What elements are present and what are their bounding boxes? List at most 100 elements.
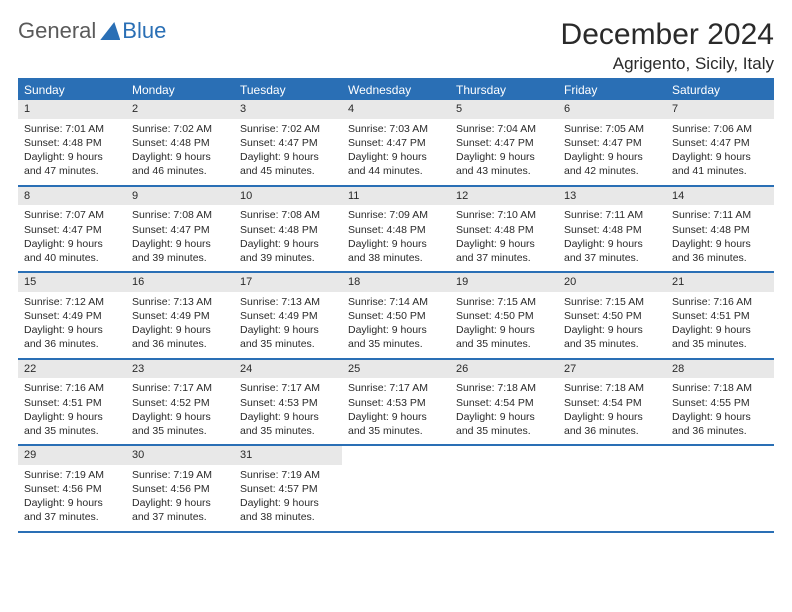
day-number: 9 (126, 187, 234, 206)
day-cell: 13Sunrise: 7:11 AMSunset: 4:48 PMDayligh… (558, 187, 666, 272)
day-cell: 2Sunrise: 7:02 AMSunset: 4:48 PMDaylight… (126, 100, 234, 185)
sunrise-label: Sunrise: 7:17 AM (132, 381, 228, 395)
daylight-label: and 42 minutes. (564, 164, 660, 178)
daylight-label: Daylight: 9 hours (132, 496, 228, 510)
daylight-label: and 36 minutes. (672, 424, 768, 438)
daylight-label: and 35 minutes. (672, 337, 768, 351)
sunset-label: Sunset: 4:50 PM (564, 309, 660, 323)
daylight-label: and 39 minutes. (132, 251, 228, 265)
sunset-label: Sunset: 4:48 PM (348, 223, 444, 237)
daylight-label: Daylight: 9 hours (456, 150, 552, 164)
sunset-label: Sunset: 4:51 PM (24, 396, 120, 410)
daylight-label: Daylight: 9 hours (348, 150, 444, 164)
daylight-label: and 35 minutes. (348, 337, 444, 351)
sunset-label: Sunset: 4:47 PM (348, 136, 444, 150)
day-number: 17 (234, 273, 342, 292)
sunrise-label: Sunrise: 7:08 AM (132, 208, 228, 222)
daylight-label: Daylight: 9 hours (456, 237, 552, 251)
day-number: 30 (126, 446, 234, 465)
daylight-label: Daylight: 9 hours (672, 410, 768, 424)
sunrise-label: Sunrise: 7:11 AM (564, 208, 660, 222)
sunrise-label: Sunrise: 7:18 AM (456, 381, 552, 395)
page-header: General Blue December 2024 Agrigento, Si… (18, 18, 774, 74)
daylight-label: Daylight: 9 hours (564, 410, 660, 424)
day-cell: 27Sunrise: 7:18 AMSunset: 4:54 PMDayligh… (558, 360, 666, 445)
daylight-label: and 36 minutes. (564, 424, 660, 438)
day-cell: 30Sunrise: 7:19 AMSunset: 4:56 PMDayligh… (126, 446, 234, 531)
day-number: 26 (450, 360, 558, 379)
sunset-label: Sunset: 4:50 PM (348, 309, 444, 323)
sunrise-label: Sunrise: 7:17 AM (240, 381, 336, 395)
day-number: 27 (558, 360, 666, 379)
day-cell: 10Sunrise: 7:08 AMSunset: 4:48 PMDayligh… (234, 187, 342, 272)
month-title: December 2024 (561, 18, 774, 52)
daylight-label: and 37 minutes. (24, 510, 120, 524)
sunset-label: Sunset: 4:48 PM (132, 136, 228, 150)
day-cell: 29Sunrise: 7:19 AMSunset: 4:56 PMDayligh… (18, 446, 126, 531)
sunrise-label: Sunrise: 7:04 AM (456, 122, 552, 136)
sunrise-label: Sunrise: 7:05 AM (564, 122, 660, 136)
sunrise-label: Sunrise: 7:01 AM (24, 122, 120, 136)
daylight-label: and 35 minutes. (240, 424, 336, 438)
day-cell: 11Sunrise: 7:09 AMSunset: 4:48 PMDayligh… (342, 187, 450, 272)
sunset-label: Sunset: 4:49 PM (24, 309, 120, 323)
day-number: 2 (126, 100, 234, 119)
sunrise-label: Sunrise: 7:19 AM (240, 468, 336, 482)
day-number: 6 (558, 100, 666, 119)
logo-text-general: General (18, 18, 96, 44)
daylight-label: Daylight: 9 hours (240, 150, 336, 164)
daylight-label: Daylight: 9 hours (240, 323, 336, 337)
logo-sail-icon (100, 22, 120, 40)
sunset-label: Sunset: 4:54 PM (564, 396, 660, 410)
daylight-label: Daylight: 9 hours (24, 237, 120, 251)
sunset-label: Sunset: 4:57 PM (240, 482, 336, 496)
day-header-sunday: Sunday (18, 80, 126, 100)
day-header-friday: Friday (558, 80, 666, 100)
sunrise-label: Sunrise: 7:03 AM (348, 122, 444, 136)
day-number: 21 (666, 273, 774, 292)
sunrise-label: Sunrise: 7:13 AM (132, 295, 228, 309)
daylight-label: Daylight: 9 hours (564, 237, 660, 251)
day-number: 23 (126, 360, 234, 379)
sunrise-label: Sunrise: 7:15 AM (564, 295, 660, 309)
daylight-label: Daylight: 9 hours (132, 150, 228, 164)
daylight-label: and 35 minutes. (24, 424, 120, 438)
sunset-label: Sunset: 4:47 PM (24, 223, 120, 237)
sunrise-label: Sunrise: 7:15 AM (456, 295, 552, 309)
sunset-label: Sunset: 4:51 PM (672, 309, 768, 323)
day-cell: 24Sunrise: 7:17 AMSunset: 4:53 PMDayligh… (234, 360, 342, 445)
sunset-label: Sunset: 4:48 PM (240, 223, 336, 237)
week-row: 15Sunrise: 7:12 AMSunset: 4:49 PMDayligh… (18, 273, 774, 360)
day-cell: 7Sunrise: 7:06 AMSunset: 4:47 PMDaylight… (666, 100, 774, 185)
sunrise-label: Sunrise: 7:17 AM (348, 381, 444, 395)
sunrise-label: Sunrise: 7:02 AM (240, 122, 336, 136)
day-number: 13 (558, 187, 666, 206)
daylight-label: and 39 minutes. (240, 251, 336, 265)
daylight-label: Daylight: 9 hours (672, 237, 768, 251)
daylight-label: and 35 minutes. (456, 424, 552, 438)
day-number: 22 (18, 360, 126, 379)
day-cell: 28Sunrise: 7:18 AMSunset: 4:55 PMDayligh… (666, 360, 774, 445)
sunrise-label: Sunrise: 7:16 AM (24, 381, 120, 395)
daylight-label: and 41 minutes. (672, 164, 768, 178)
daylight-label: Daylight: 9 hours (564, 150, 660, 164)
day-cell: 19Sunrise: 7:15 AMSunset: 4:50 PMDayligh… (450, 273, 558, 358)
sunset-label: Sunset: 4:52 PM (132, 396, 228, 410)
day-number: 31 (234, 446, 342, 465)
day-number: 4 (342, 100, 450, 119)
day-number: 20 (558, 273, 666, 292)
sunset-label: Sunset: 4:48 PM (456, 223, 552, 237)
sunrise-label: Sunrise: 7:18 AM (672, 381, 768, 395)
day-number: 25 (342, 360, 450, 379)
day-cell: 5Sunrise: 7:04 AMSunset: 4:47 PMDaylight… (450, 100, 558, 185)
daylight-label: Daylight: 9 hours (564, 323, 660, 337)
daylight-label: and 47 minutes. (24, 164, 120, 178)
sunrise-label: Sunrise: 7:16 AM (672, 295, 768, 309)
day-header-tuesday: Tuesday (234, 80, 342, 100)
day-cell: 17Sunrise: 7:13 AMSunset: 4:49 PMDayligh… (234, 273, 342, 358)
day-cell: 16Sunrise: 7:13 AMSunset: 4:49 PMDayligh… (126, 273, 234, 358)
sunset-label: Sunset: 4:48 PM (24, 136, 120, 150)
day-cell: 25Sunrise: 7:17 AMSunset: 4:53 PMDayligh… (342, 360, 450, 445)
sunset-label: Sunset: 4:53 PM (240, 396, 336, 410)
sunrise-label: Sunrise: 7:14 AM (348, 295, 444, 309)
